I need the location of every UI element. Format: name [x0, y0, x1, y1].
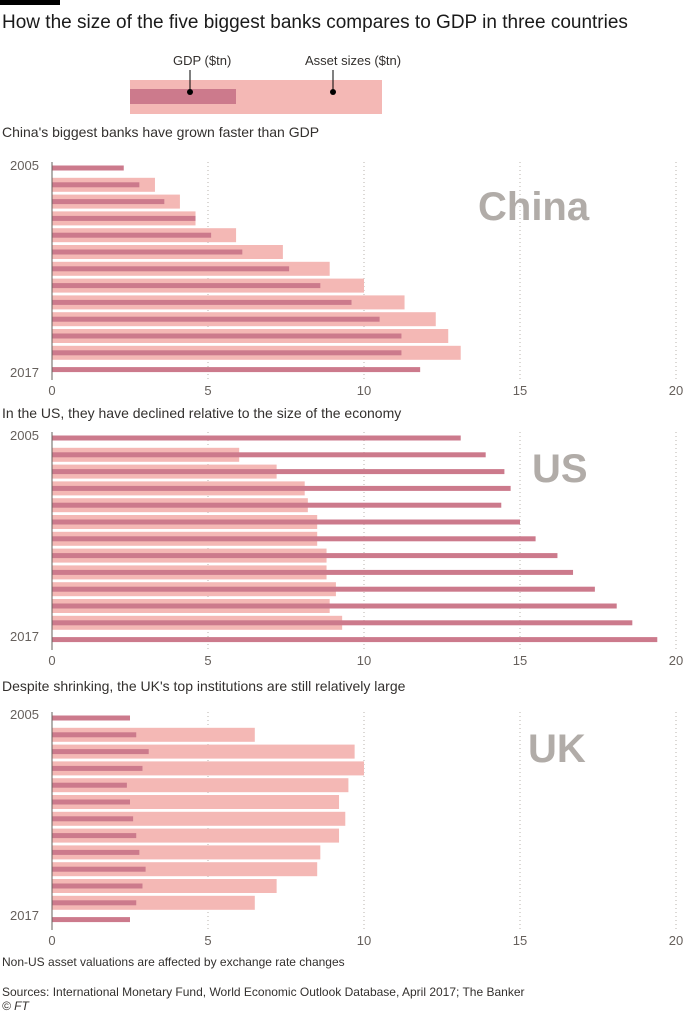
china-year-start: 2005 [10, 158, 39, 173]
uk-gdp-bar-2008 [52, 765, 143, 771]
footnote: Non-US asset valuations are affected by … [2, 955, 345, 969]
uk-gdp-bar-2010 [52, 799, 130, 805]
uk-gdp-bar-2017 [52, 917, 130, 923]
us-tick-label: 0 [48, 653, 55, 668]
us-gdp-bar-2007 [52, 469, 505, 475]
uk-year-end: 2017 [10, 908, 39, 923]
us-tick-label: 5 [204, 653, 211, 668]
uk-asset-bar-2007 [52, 744, 355, 759]
china-gdp-bar-2015 [52, 333, 402, 339]
chart-title: How the size of the five biggest banks c… [2, 12, 628, 33]
us-gdp-bar-2011 [52, 536, 536, 542]
uk-asset-bar-2014 [52, 862, 318, 877]
uk-chart: 0 5 10 15 20 UK [48, 712, 683, 948]
uk-asset-bar-2009 [52, 778, 349, 793]
uk-asset-bar-2015 [52, 879, 277, 893]
us-gdp-bar-2009 [52, 502, 502, 508]
china-gdp-bar-2010 [52, 249, 243, 255]
ft-top-bar [0, 0, 60, 5]
uk-asset-bar-2011 [52, 811, 346, 826]
uk-gdp-bar-2005 [52, 715, 130, 721]
us-gdp-bar-2006 [52, 452, 486, 458]
legend-key [130, 70, 382, 114]
china-country-label: China [478, 185, 590, 229]
uk-gdp-bar-2011 [52, 816, 134, 822]
uk-tick-label: 0 [48, 933, 55, 948]
china-gdp-bar-2009 [52, 232, 212, 238]
us-gdp-bar-2005 [52, 435, 461, 441]
china-gdp-bar-2011 [52, 266, 290, 272]
us-tick-label: 10 [357, 653, 371, 668]
uk-gdp-bar-2016 [52, 900, 137, 906]
uk-asset-bar-2016 [52, 895, 255, 910]
legend-gdp-label: GDP ($tn) [173, 53, 232, 68]
us-gdp-bar-2017 [52, 637, 658, 643]
china-gdp-bar-2006 [52, 182, 140, 188]
china-gdp-bar-2017 [52, 367, 421, 373]
china-gdp-bar-2014 [52, 316, 380, 322]
china-tick-label: 20 [669, 383, 683, 398]
china-gdp-bar-2013 [52, 299, 352, 305]
china-gdp-bar-2008 [52, 215, 196, 221]
uk-asset-bar-2012 [52, 828, 340, 843]
uk-asset-bar-2013 [52, 845, 321, 860]
china-gdp-bar-2007 [52, 199, 165, 205]
uk-gdp-bar-2015 [52, 883, 143, 889]
china-tick-label: 10 [357, 383, 371, 398]
china-tick-label: 0 [48, 383, 55, 398]
uk-year-start: 2005 [10, 707, 39, 722]
us-gdp-bar-2014 [52, 586, 595, 592]
uk-country-label: UK [528, 727, 586, 771]
uk-gdp-bar-2006 [52, 732, 137, 738]
us-year-start: 2005 [10, 428, 39, 443]
us-gdp-bar-2010 [52, 519, 520, 525]
us-gdp-bar-2013 [52, 569, 574, 575]
us-country-label: US [532, 447, 588, 491]
china-gdp-bar-2016 [52, 350, 402, 356]
uk-tick-label: 15 [513, 933, 527, 948]
us-gdp-bar-2008 [52, 485, 511, 491]
uk-gdp-bar-2013 [52, 849, 140, 855]
uk-gdp-bar-2012 [52, 833, 137, 839]
legend-gdp-dot [187, 89, 193, 95]
sources: Sources: International Monetary Fund, Wo… [2, 985, 525, 999]
uk-tick-label: 20 [669, 933, 683, 948]
uk-tick-label: 5 [204, 933, 211, 948]
legend-assets-label: Asset sizes ($tn) [305, 53, 402, 68]
uk-gdp-bar-2007 [52, 749, 149, 755]
us-subtitle: In the US, they have declined relative t… [2, 405, 402, 421]
uk-tick-label: 10 [357, 933, 371, 948]
china-year-end: 2017 [10, 365, 39, 380]
us-year-end: 2017 [10, 629, 39, 644]
china-tick-label: 5 [204, 383, 211, 398]
us-tick-label: 15 [513, 653, 527, 668]
china-chart: 0 5 10 15 20 China [48, 162, 683, 398]
china-tick-label: 15 [513, 383, 527, 398]
legend-gdp-swatch [130, 89, 236, 104]
uk-asset-bar-2008 [52, 761, 364, 776]
us-gdp-bar-2012 [52, 553, 558, 559]
us-gdp-bar-2015 [52, 603, 617, 609]
uk-asset-bar-2006 [52, 727, 255, 742]
uk-gdp-bar-2014 [52, 866, 146, 872]
uk-subtitle: Despite shrinking, the UK's top institut… [2, 678, 406, 694]
china-gdp-bar-2005 [52, 165, 124, 171]
us-gdp-bar-2016 [52, 620, 633, 626]
china-gdp-bar-2012 [52, 283, 321, 289]
us-tick-label: 20 [669, 653, 683, 668]
uk-gdp-bar-2009 [52, 782, 127, 788]
uk-asset-bar-2010 [52, 795, 340, 809]
china-subtitle: China's biggest banks have grown faster … [2, 124, 320, 140]
copyright: © FT [2, 999, 29, 1013]
legend-assets-dot [330, 89, 336, 95]
us-chart: 0 5 10 15 20 US [48, 432, 683, 668]
